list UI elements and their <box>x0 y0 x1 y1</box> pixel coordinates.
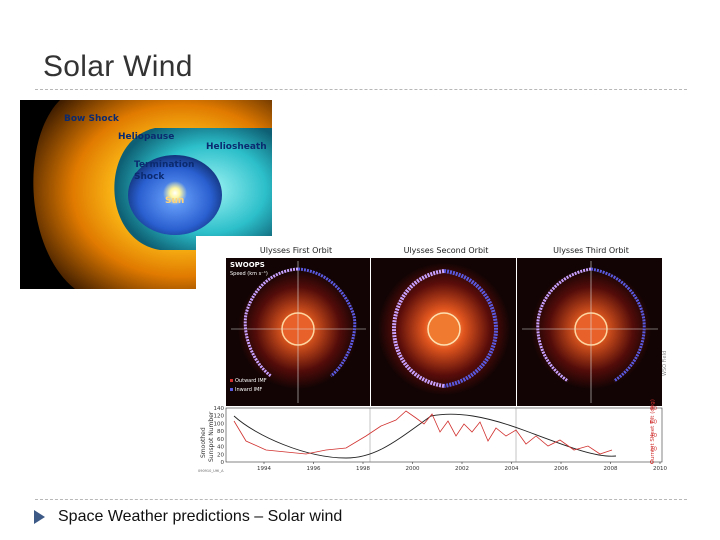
right-axis-label: Current Sheet Tilt (deg) <box>650 399 656 464</box>
x-tick-label: 2006 <box>554 466 568 472</box>
slide-title: Solar Wind <box>43 50 193 83</box>
x-tick-label: 1996 <box>307 466 321 472</box>
x-tick-label: 1998 <box>356 466 370 472</box>
bullet-text: Space Weather predictions – Solar wind <box>58 508 343 525</box>
y-axis-label-line2: Sunspot Number <box>208 411 215 462</box>
speed-label: Speed (km s⁻¹) <box>230 271 268 277</box>
orbit-panel-1: SWOOPS Speed (km s⁻¹) Outward IMF Inward… <box>226 258 370 406</box>
label-termination: Termination <box>134 160 194 170</box>
x-tick-label: 2000 <box>406 466 420 472</box>
label-heliopause: Heliopause <box>118 132 174 142</box>
y-axis-label-line1: Smoothed <box>200 427 207 458</box>
bottom-left-credit: 090910_UHI_A <box>198 469 224 473</box>
label-shock: Shock <box>134 172 165 182</box>
side-credit: WSO Field <box>662 351 668 376</box>
right-tick-label: 40 <box>650 433 657 439</box>
legend-inward: Inward IMF <box>235 387 262 393</box>
tilt-series <box>233 410 613 455</box>
footer-divider <box>35 499 687 500</box>
orbit-3-outward-trace <box>536 267 592 383</box>
orbit-panel-2 <box>371 258 516 406</box>
left-tick-label: 140 <box>214 406 225 412</box>
left-tick-label: 120 <box>214 414 225 420</box>
orbit-2-outward-trace <box>391 269 445 388</box>
left-tick-label: 80 <box>217 429 224 435</box>
left-tick-label: 60 <box>217 437 224 443</box>
x-tick-label: 2010 <box>653 466 667 472</box>
x-tick-label: 2004 <box>505 466 519 472</box>
left-tick-label: 0 <box>221 460 225 466</box>
orbit-title-1: Ulysses First Orbit <box>260 246 332 255</box>
sun-glow <box>163 181 187 205</box>
orbit-title-3: Ulysses Third Orbit <box>553 246 629 255</box>
orbit-1-inward-trace <box>297 267 357 378</box>
x-tick-label: 1994 <box>257 466 271 472</box>
heliosphere-image: Bow Shock Heliopause Heliosheath Termina… <box>20 100 272 289</box>
orbit-2-inward-trace <box>443 269 499 388</box>
left-tick-label: 20 <box>217 452 224 458</box>
right-tick-label: 60 <box>650 420 657 426</box>
right-tick-label: 20 <box>650 447 657 453</box>
label-sun: Sun <box>165 196 184 206</box>
right-tick-label: 0 <box>650 460 654 466</box>
plot-frame <box>225 407 663 463</box>
left-tick-label: 100 <box>214 421 225 427</box>
orbit-3-inward-trace <box>590 267 646 383</box>
bullet-arrow-icon <box>34 510 45 524</box>
label-bow-shock: Bow Shock <box>64 114 120 124</box>
title-divider <box>35 89 687 90</box>
orbit-1-outward-trace <box>243 267 299 378</box>
orbit-panel-3 <box>517 258 662 406</box>
x-tick-label: 2002 <box>455 466 469 472</box>
ulysses-orbits-figure: Ulysses First Orbit Ulysses Second Orbit… <box>196 236 668 474</box>
right-tick-label: 80 <box>650 406 657 412</box>
bullet-item: Space Weather predictions – Solar wind <box>34 506 342 528</box>
label-heliosheath: Heliosheath <box>206 142 267 152</box>
orbit-title-2: Ulysses Second Orbit <box>404 246 489 255</box>
x-tick-label: 2008 <box>604 466 618 472</box>
instrument-label: SWOOPS <box>230 261 265 269</box>
left-tick-label: 40 <box>217 445 224 451</box>
legend-outward: Outward IMF <box>235 378 267 384</box>
